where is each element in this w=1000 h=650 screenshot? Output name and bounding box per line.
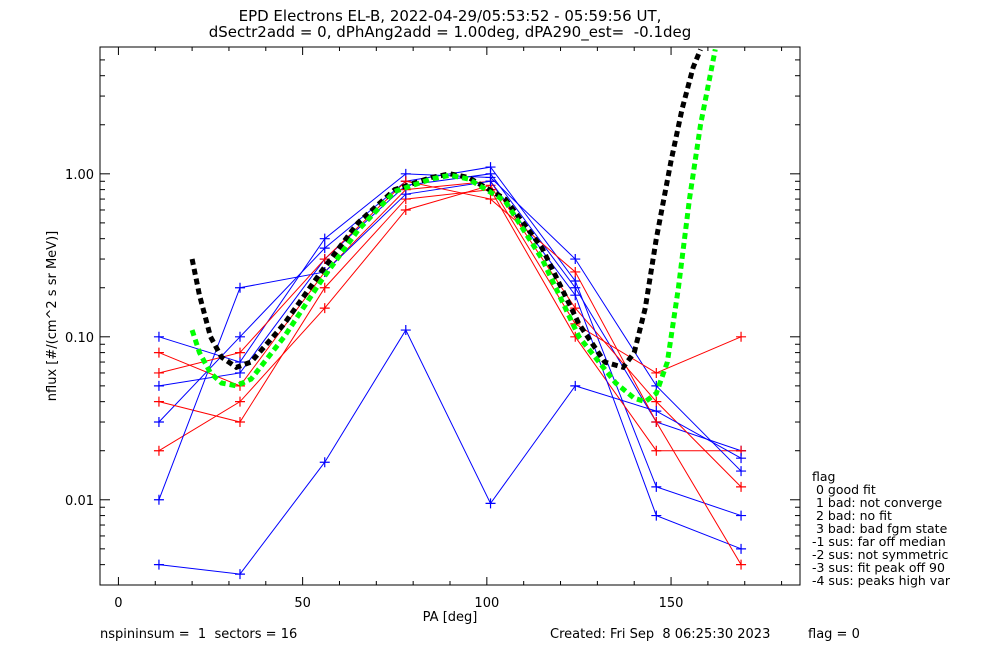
spectrum-line	[158, 173, 742, 452]
spectrum-line	[158, 180, 742, 565]
data-point	[153, 445, 164, 456]
data-point	[235, 417, 245, 428]
data-point	[235, 569, 245, 580]
data-point	[319, 233, 330, 244]
footer-flag: flag = 0	[808, 627, 860, 642]
x-axis-label: PA [deg]	[423, 610, 478, 625]
chart-title-line2: dSectr2add = 0, dPhAng2add = 1.00deg, dP…	[208, 23, 692, 41]
data-point	[651, 406, 662, 417]
footer-left: nspininsum = 1 sectors = 16	[100, 627, 298, 642]
data-point	[153, 367, 164, 378]
data-point	[570, 254, 581, 265]
flag-legend-item: -4 sus: peaks high var	[812, 573, 951, 588]
data-point	[153, 417, 164, 428]
data-point	[235, 347, 245, 358]
data-point	[736, 453, 747, 464]
data-point	[400, 204, 411, 215]
data-point	[651, 367, 662, 378]
data-point	[153, 331, 164, 342]
x-tick-label: 50	[294, 596, 311, 611]
flag-legend-item: 2 bad: no fit	[812, 508, 892, 523]
data-point	[153, 347, 164, 358]
data-point	[570, 266, 581, 277]
flag-legend-item: 1 bad: not converge	[812, 495, 943, 510]
data-point	[651, 396, 662, 407]
data-point	[736, 543, 747, 554]
spectrum-line	[158, 184, 742, 452]
chart-title-line1: EPD Electrons EL-B, 2022-04-29/05:53:52 …	[238, 7, 662, 25]
x-tick-label: 150	[659, 596, 684, 611]
data-point	[319, 303, 330, 314]
y-tick-label: 1.00	[65, 168, 94, 183]
spectrum-line	[158, 189, 742, 452]
data-point	[570, 290, 581, 301]
data-point	[400, 189, 411, 200]
data-point	[736, 481, 747, 492]
spectrum-line	[158, 173, 742, 472]
data-point	[153, 559, 164, 570]
green-fit-curve	[189, 48, 718, 405]
data-point	[235, 282, 245, 293]
axes: 0 50 100 150 0.01 0.10 1.00	[65, 47, 800, 611]
data-point	[319, 457, 330, 468]
data-point	[153, 396, 164, 407]
data-point	[736, 466, 747, 477]
data-point	[235, 367, 245, 378]
flag-legend-item: 3 bad: bad fgm state	[812, 521, 948, 536]
data-point	[736, 510, 747, 521]
data-point	[651, 445, 662, 456]
flag-legend-item: -1 sus: far off median	[812, 534, 946, 549]
fit-curves	[189, 48, 718, 405]
black-fit-curve	[189, 48, 703, 371]
y-tick-label: 0.10	[65, 331, 94, 346]
data-point	[153, 380, 164, 391]
data-point	[400, 325, 411, 336]
data-point	[485, 176, 496, 187]
plot-frame	[99, 46, 801, 586]
data-point	[485, 162, 496, 173]
spectrum-line	[158, 180, 742, 488]
flag-legend-title: flag	[812, 469, 836, 484]
spectrum-line	[158, 329, 742, 575]
flag-legend-item: 0 good fit	[812, 482, 876, 497]
flag-legend-item: -3 sus: fit peak off 90	[812, 560, 945, 575]
x-tick-label: 0	[114, 596, 122, 611]
data-point	[235, 331, 245, 342]
y-axis-label: nflux [#/(cm^2 s sr MeV)]	[45, 231, 60, 401]
spectrum-line	[158, 180, 742, 550]
data-point	[736, 331, 747, 342]
data-point	[319, 243, 330, 254]
data-point	[485, 498, 496, 509]
data-point	[651, 481, 662, 492]
footer-created: Created: Fri Sep 8 06:25:30 2023	[550, 627, 771, 642]
data-point	[319, 282, 330, 293]
flag-legend-item: -2 sus: not symmetric	[812, 547, 949, 562]
data-point	[736, 559, 747, 570]
y-tick-label: 0.01	[65, 494, 94, 509]
data-point	[651, 417, 662, 428]
data-point	[485, 194, 496, 205]
data-point	[651, 510, 662, 521]
data-point	[153, 494, 164, 505]
spectrum-line	[158, 166, 742, 517]
data-point	[235, 396, 245, 407]
data-point	[570, 380, 581, 391]
data-point	[570, 275, 581, 286]
flag-legend: flag 0 good fit 1 bad: not converge 2 ba…	[812, 470, 950, 587]
x-tick-label: 100	[474, 596, 499, 611]
